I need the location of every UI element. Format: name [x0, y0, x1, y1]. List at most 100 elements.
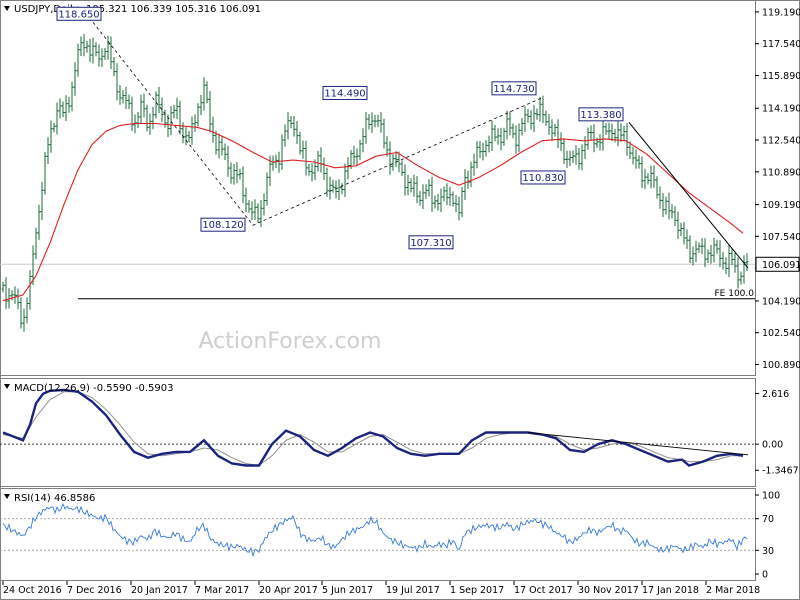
ohlc-bar [574, 145, 578, 165]
ohlc-bar [559, 132, 563, 151]
ohlc-bar [541, 95, 545, 124]
ohlc-bar [463, 169, 467, 200]
ohlc-bar [130, 96, 134, 132]
ohlc-bar [334, 180, 338, 199]
rsi-tick-label: 30 [762, 546, 774, 557]
ohlc-bar [235, 161, 239, 184]
x-tick-label: 2 Mar 2018 [706, 585, 760, 596]
ohlc-bar [331, 179, 335, 193]
macd-tick-label: 0.00 [762, 440, 783, 451]
ohlc-bar [493, 124, 497, 142]
watermark: ActionForex.com [199, 329, 382, 354]
collapse-triangle-icon[interactable] [4, 6, 10, 11]
price-annotation: 113.380 [578, 107, 624, 122]
price-tick-label: 102.540 [762, 328, 800, 339]
ohlc-bar [484, 140, 488, 157]
price-tick-label: 109.190 [762, 200, 800, 211]
ohlc-bar [655, 176, 659, 199]
ohlc-bar [40, 181, 44, 221]
ohlc-bar [85, 40, 89, 53]
ohlc-bar [214, 130, 218, 155]
svg-text:108.120: 108.120 [202, 220, 243, 231]
ohlc-bar [31, 245, 35, 286]
ohlc-bar [46, 137, 50, 165]
ohlc-bar [142, 93, 146, 118]
ohlc-bar [448, 186, 452, 206]
ohlc-bar [589, 125, 593, 140]
price-annotation: 114.490 [322, 85, 368, 100]
ohlc-bar [583, 136, 587, 160]
ohlc-bar [553, 123, 557, 137]
ohlc-bar [166, 114, 170, 138]
ohlc-bar [25, 297, 29, 324]
ohlc-bar [340, 183, 344, 195]
ohlc-bar [301, 140, 305, 159]
ohlc-bar [643, 168, 647, 190]
rsi-tick-label: 70 [762, 514, 774, 525]
ohlc-bar [394, 151, 398, 168]
ohlc-bar [319, 147, 323, 173]
price-tick-label: 107.540 [762, 232, 800, 243]
ohlc-bar [61, 101, 65, 117]
ohlc-bar [496, 128, 500, 145]
ohlc-bar [148, 113, 152, 136]
price-annotation: 114.730 [491, 81, 537, 96]
rsi-tick-label: 0 [762, 570, 768, 581]
ohlc-bar [106, 35, 110, 60]
ohlc-bar [397, 151, 401, 173]
ohlc-bar [715, 240, 719, 254]
ohlc-bar [370, 112, 374, 134]
collapse-triangle-icon[interactable] [4, 384, 10, 389]
ohlc-bar [478, 141, 482, 158]
ohlc-bar [628, 141, 632, 160]
macd-tick-label: -1.3467 [762, 466, 799, 477]
ohlc-bar [418, 191, 422, 206]
ohlc-bar [646, 173, 650, 185]
ohlc-bar [187, 130, 191, 143]
ohlc-bar [4, 277, 8, 310]
ohlc-bar [154, 91, 158, 119]
collapse-triangle-icon[interactable] [4, 494, 10, 499]
ohlc-bar [43, 152, 47, 195]
swing-dashed-line [92, 22, 543, 226]
price-tick-label: 115.890 [762, 71, 800, 82]
price-annotation: 107.310 [408, 235, 454, 250]
ohlc-bar [103, 47, 107, 60]
ohlc-bar [256, 203, 260, 223]
ohlc-bar [706, 249, 710, 264]
ohlc-bar [667, 192, 671, 220]
ohlc-bar [91, 37, 95, 64]
ohlc-bar [673, 206, 677, 227]
ohlc-bar [697, 242, 701, 253]
ohlc-bar [325, 167, 329, 197]
ohlc-bar [82, 34, 86, 57]
ohlc-bar [736, 257, 740, 289]
ohlc-bar [226, 145, 230, 177]
ohlc-bar [1, 281, 5, 293]
macd-line [2, 388, 744, 467]
ohlc-bar [514, 125, 518, 154]
ohlc-bar [670, 204, 674, 219]
ohlc-bar [727, 244, 731, 278]
ohlc-bar [586, 127, 590, 150]
rsi-line [2, 502, 748, 558]
ohlc-bar [193, 114, 197, 133]
ohlc-bar [151, 106, 155, 130]
ohlc-bar [616, 121, 620, 147]
ohlc-bar [376, 114, 380, 128]
ohlc-bar [550, 119, 554, 142]
ohlc-bar [382, 118, 386, 149]
ohlc-bar [175, 97, 179, 120]
ohlc-bar [190, 116, 194, 145]
ohlc-bar [508, 111, 512, 136]
ohlc-bar [412, 174, 416, 197]
ohlc-bar [127, 94, 131, 110]
ohlc-bar [328, 176, 332, 200]
ohlc-bar [490, 120, 494, 152]
ohlc-bar [517, 123, 521, 153]
ohlc-bar [469, 161, 473, 188]
ohlc-bar [652, 165, 656, 188]
ohlc-bar [118, 85, 122, 105]
ohlc-bar [202, 77, 206, 111]
ohlc-bar [703, 238, 707, 267]
